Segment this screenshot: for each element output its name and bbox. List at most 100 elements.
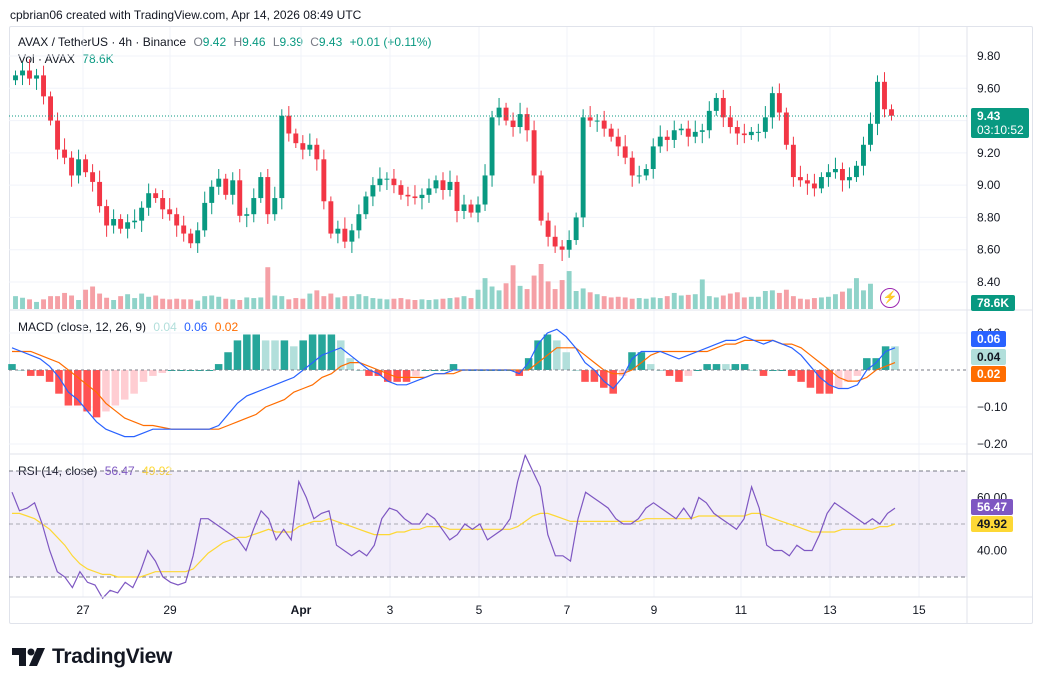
candle-body [461,204,467,211]
x-tick-label: 5 [476,603,483,617]
macd-histogram-bar [346,358,354,370]
macd-histogram-bar [280,340,289,370]
macd-histogram-bar [722,364,730,370]
macd-signal-value: 0.02 [214,320,239,334]
volume-bar [398,298,404,309]
volume-bar [692,294,698,309]
candle-body [181,225,187,234]
volume-bar [251,298,257,309]
candle-body [13,75,18,81]
macd-label[interactable]: MACD (close, 12, 26, 9) [18,320,147,334]
close-label: C [310,35,319,49]
candle-body [713,97,719,111]
macd-histogram-bar [102,370,110,412]
candle-body [41,75,46,97]
main-legend: AVAX / TetherUS · 4h · Binance O9.42 H9.… [18,35,435,49]
candle-body [419,194,425,199]
macd-histogram-bar [778,370,787,371]
volume-bar [370,298,376,309]
volume-bar [426,300,432,309]
volume-bar [510,265,516,309]
volume-bar [90,286,96,309]
macd-signal-line [12,339,896,430]
volume-bar [573,291,579,309]
candle-body [384,178,390,180]
macd-histogram-bar [55,370,63,394]
macd-histogram-bar [290,346,298,370]
volume-bar [118,296,124,309]
volume-bar [391,298,397,309]
symbol-label[interactable]: AVAX / TetherUS · 4h · Binance [18,35,187,49]
tradingview-logo[interactable]: TradingView [12,645,172,669]
volume-bar [531,275,537,309]
volume-bar [734,292,740,309]
candle-body [27,70,32,79]
candle-body [706,110,712,131]
x-tick-label: 7 [564,603,571,617]
volume-bar [139,293,145,309]
candle-body [83,159,89,173]
candle-body [447,181,453,190]
macd-signal-tag: 0.02 [971,366,1007,382]
candle-body [230,180,236,195]
macd-histogram-bar [656,370,664,371]
candle-body [489,117,495,176]
candle-body [671,130,677,140]
volume-bar [678,295,684,309]
x-tick-label: 15 [912,603,926,617]
macd-histogram-bar [64,370,73,406]
candle-body [580,117,586,218]
lightning-icon[interactable]: ⚡ [880,288,900,308]
macd-histogram-bar [196,370,204,371]
volume-tag: 78.6K [971,295,1016,311]
macd-histogram-bar [36,370,44,376]
macd-histogram-bar [214,364,223,370]
price-tag: 9.43 03:10:52 [971,108,1029,138]
macd-histogram-bar [393,370,401,382]
volume-bar [636,298,642,309]
volume-bar [153,295,159,309]
candle-body [307,144,313,150]
x-tick-label: Apr [291,603,312,617]
candle-body [104,206,110,226]
candle-body [174,214,180,226]
volume-bar [111,300,117,309]
macd-histogram-bar [665,370,674,376]
candle-body [601,120,607,129]
volume-bar [41,299,46,309]
macd-histogram-bar [618,370,627,376]
rsi-line [11,453,896,600]
candle-body [265,177,271,215]
candle-body [861,144,866,166]
candle-body [552,236,558,247]
volume-bar [174,298,180,309]
candle-body [377,178,383,186]
candle-body [783,112,789,145]
volume-bar [97,293,103,309]
volume-bar [566,271,572,309]
macd-histogram-bar [524,358,533,370]
candle-body [356,214,362,231]
candle-body [370,185,376,197]
volume-bar [230,299,236,309]
volume-bar [55,296,61,309]
candle-body [139,207,145,221]
candle-body [279,115,285,199]
volume-bar [748,296,754,309]
candle-body [685,128,691,137]
volume-bar [419,299,425,309]
macd-histogram-bar [562,352,570,370]
candle-body [244,214,250,216]
macd-histogram-bar [27,370,35,376]
macd-line [11,328,896,438]
candle-body [328,201,334,234]
volume-bar [69,295,75,309]
candle-body [76,159,82,176]
candle-body [678,128,684,131]
volume-bar [839,291,845,309]
rsi-label[interactable]: RSI (14, close) [18,464,98,478]
candle-body [286,115,292,134]
macd-histogram-bar [787,370,796,376]
candle-body [293,133,299,144]
